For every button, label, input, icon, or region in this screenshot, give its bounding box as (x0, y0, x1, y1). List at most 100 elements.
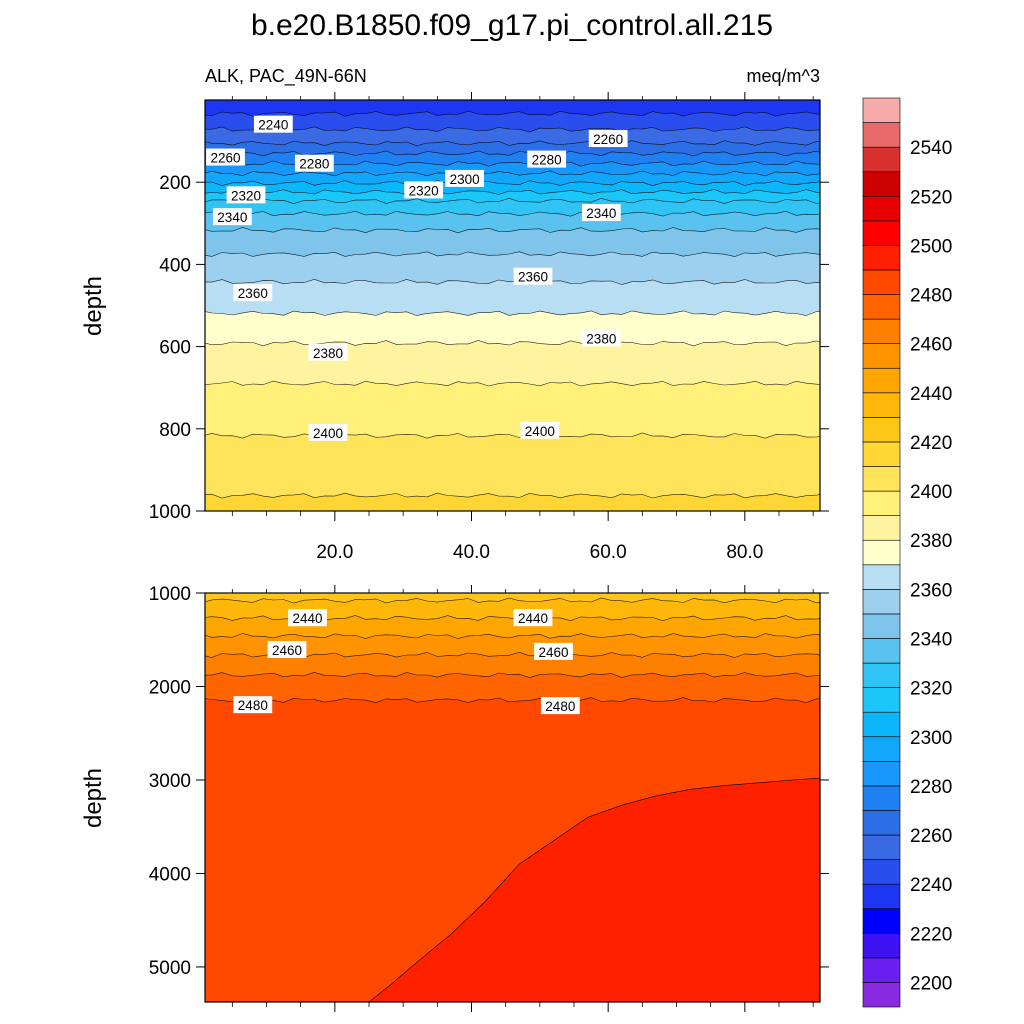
colorbar-label: 2500 (910, 236, 952, 257)
colorbar-label: 2380 (910, 531, 952, 552)
contour-line-2370 (205, 310, 820, 316)
contour-line-2300 (205, 180, 820, 187)
colorbar-label: 2260 (910, 826, 952, 847)
contour-label-box (581, 329, 621, 347)
contour-label-box (404, 181, 444, 199)
colorbar-label: 2420 (910, 433, 952, 454)
colorbar-swatch (862, 146, 901, 173)
contour-label-text: 2380 (313, 346, 343, 361)
contour-line-2250 (205, 126, 820, 133)
contour-label-box (534, 642, 573, 660)
contour-label: 2460 (267, 641, 307, 659)
x-tick-label: 20.0 (316, 542, 353, 563)
upper-contour-lines (205, 110, 820, 499)
lower-contour-lines (205, 597, 820, 1002)
contour-label-box (581, 204, 621, 222)
contour-label: 2340 (581, 204, 621, 222)
colorbar-swatch (862, 932, 901, 959)
colorbar-label: 2240 (910, 875, 952, 896)
colorbar-swatch (862, 957, 901, 983)
colorbar-swatch (862, 564, 901, 590)
colorbar-swatch (862, 687, 901, 713)
y-tick-label: 1000 (149, 584, 191, 605)
contour-label-box (267, 641, 307, 659)
colorbar-label: 2360 (910, 580, 952, 601)
contour-line-2260 (205, 140, 820, 147)
colorbar-swatch (862, 982, 901, 1008)
colorbar-label: 2540 (910, 138, 952, 159)
contour-label: 2400 (520, 421, 560, 439)
y-tick-label: 200 (159, 173, 191, 194)
colorbar-label: 2320 (910, 679, 952, 700)
contour-line-2240 (205, 110, 820, 117)
deep-maximum-contour-line (368, 777, 820, 1002)
colorbar-label: 2520 (910, 187, 952, 208)
contour-label-text: 2400 (313, 426, 343, 441)
contour-line-2480 (205, 697, 820, 704)
y-tick-label: 800 (159, 420, 191, 441)
colorbar-swatch (862, 245, 901, 271)
contour-label-text: 2400 (525, 424, 555, 439)
colorbar-swatch (862, 367, 901, 394)
upper-plot-frame (204, 99, 821, 512)
contour-line-2290 (205, 170, 820, 177)
colorbar-swatch (862, 318, 901, 344)
colorbar-swatch (862, 490, 901, 516)
contour-label: 2240 (253, 115, 293, 133)
contour-label-text: 2480 (545, 699, 575, 714)
y-tick-label: 3000 (149, 771, 191, 792)
contour-label-text: 2300 (450, 172, 480, 187)
contour-line-2390 (205, 380, 820, 387)
contour-label-box (308, 423, 348, 441)
upper-filled-contours (205, 100, 820, 511)
colorbar-label: 2400 (910, 482, 952, 503)
contour-label-text: 2440 (518, 611, 548, 626)
contour-label-text: 2380 (586, 331, 616, 346)
contour-label-box (226, 186, 266, 204)
contour-label-text: 2340 (217, 210, 247, 225)
contour-label: 2320 (226, 186, 266, 204)
contour-label: 2440 (288, 609, 327, 627)
contour-label-text: 2240 (258, 118, 288, 133)
lower-axes: 1000 2000 3000 4000 5000 (149, 584, 829, 1012)
contour-label: 2480 (540, 697, 580, 715)
contour-line-2330 (205, 210, 820, 217)
contour-label: 2340 (212, 208, 252, 226)
contour-line-2450 (205, 633, 820, 639)
upper-axes: 200 400 600 800 1000 20.0 40.0 60.0 80.0 (149, 92, 829, 563)
colorbar-swatch (862, 539, 901, 566)
contour-label-box (308, 343, 348, 361)
contour-label-box (233, 284, 273, 302)
contour-line-2430 (205, 597, 820, 604)
colorbar-swatch (862, 392, 901, 418)
lower-panel: 2440 2440 2460 2460 2480 2480 1000 2000 3000 400… (80, 584, 829, 1012)
colorbar-swatch (862, 613, 901, 639)
contour-label: 2380 (581, 329, 621, 347)
colorbar-swatch (862, 441, 901, 467)
contour-label-text: 2460 (538, 645, 568, 660)
colorbar-swatch (862, 662, 901, 688)
y-tick-label: 2000 (149, 677, 191, 698)
colorbar-swatch (862, 417, 901, 443)
colorbar-label: 2440 (910, 384, 952, 405)
y-tick-label: 4000 (149, 864, 191, 885)
colorbar-label: 2460 (910, 335, 952, 356)
colorbar-swatch (862, 97, 901, 123)
lower-filled-contours (205, 593, 820, 1002)
contour-line-2380 (205, 340, 820, 347)
contour-line-2340 (205, 227, 820, 234)
upper-contour-labels: 2240 2260 2260 2280 2280 2300 2320 2320 2340 2340… (206, 115, 628, 441)
left-subtitle: ALK, PAC_49N-66N (205, 66, 367, 87)
colorbar-swatch (862, 171, 901, 197)
colorbar-swatch (862, 785, 901, 811)
contour-label-text: 2280 (299, 157, 329, 172)
contour-label-text: 2280 (532, 153, 562, 168)
y-tick-label: 400 (159, 255, 191, 276)
colorbar-swatch (862, 638, 901, 664)
contour-label-text: 2260 (593, 132, 623, 147)
colorbar-swatch (862, 466, 901, 492)
contour-label: 2300 (445, 169, 485, 187)
lower-plot-frame (204, 592, 821, 1003)
contour-label: 2360 (233, 284, 273, 302)
contour-label-box (527, 150, 567, 168)
